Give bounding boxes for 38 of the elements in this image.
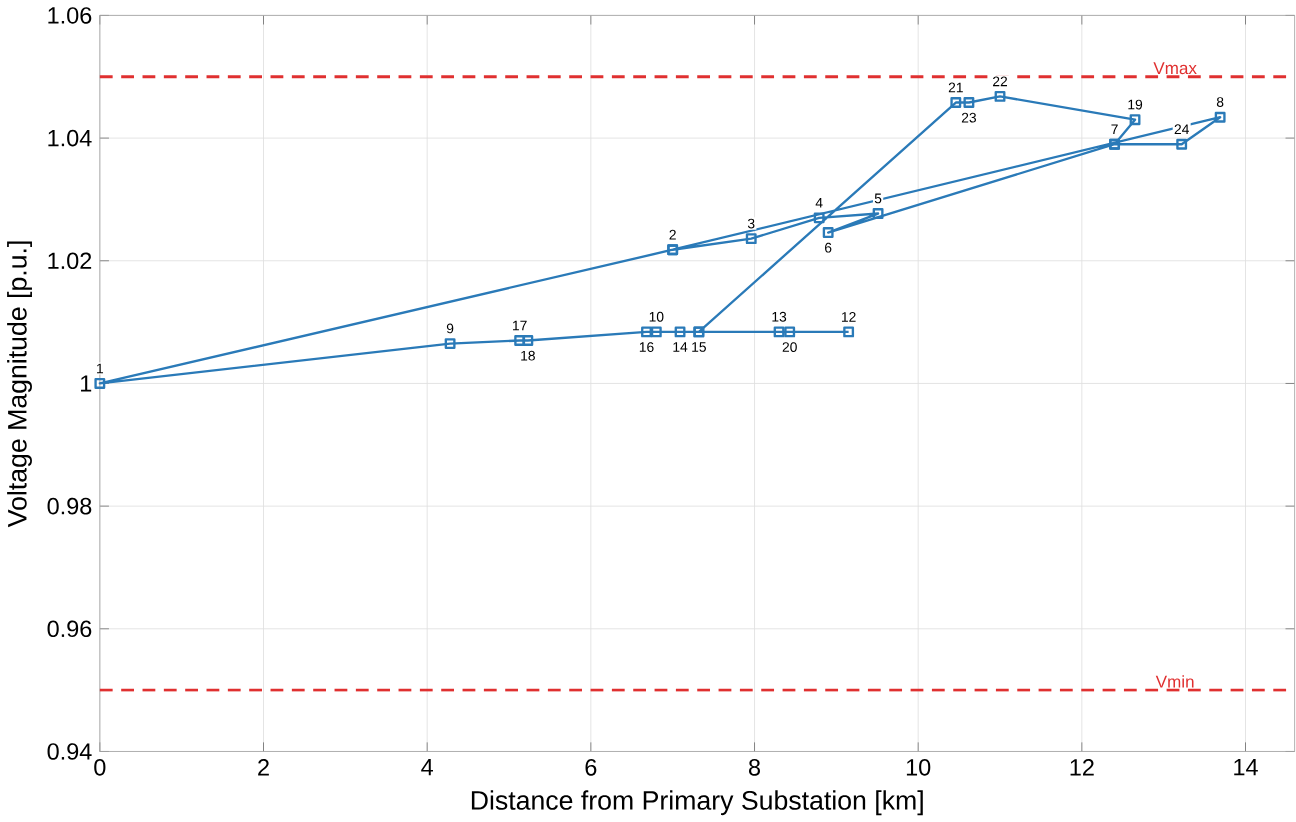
point bbox=[1129, 114, 1141, 126]
y-tick-label: 1 bbox=[81, 375, 92, 392]
point bbox=[1214, 111, 1226, 123]
point bbox=[784, 326, 796, 338]
x-tick-label: 10 bbox=[906, 758, 931, 776]
x-tick-label: 6 bbox=[585, 758, 597, 776]
ref-line-label: Vmin bbox=[1155, 675, 1194, 688]
point bbox=[1176, 138, 1188, 150]
y-tick-label: 0.96 bbox=[47, 620, 92, 637]
x-axis-title: Distance from Primary Substation [km] bbox=[471, 790, 923, 815]
point bbox=[950, 96, 962, 108]
point bbox=[813, 212, 825, 224]
point bbox=[522, 334, 534, 346]
y-axis-title: Voltage Magnitude [p.u.] bbox=[7, 241, 32, 528]
point bbox=[872, 207, 884, 219]
y-tick-label: 0.98 bbox=[47, 497, 92, 515]
x-tick-label: 2 bbox=[258, 758, 269, 776]
x-tick-label: 0 bbox=[94, 758, 106, 776]
point bbox=[963, 96, 975, 108]
point bbox=[514, 334, 526, 346]
y-tick-label: 0.94 bbox=[47, 743, 92, 760]
point bbox=[650, 326, 662, 338]
x-tick-label: 14 bbox=[1234, 758, 1258, 776]
point bbox=[94, 377, 106, 389]
x-tick-label: 12 bbox=[1070, 758, 1094, 776]
point bbox=[994, 90, 1006, 102]
point bbox=[745, 233, 757, 245]
point bbox=[822, 226, 834, 238]
ref-line-label: Vmax bbox=[1153, 62, 1197, 75]
x-tick-label: 4 bbox=[421, 758, 433, 776]
y-tick-label: 1.04 bbox=[48, 129, 92, 147]
point bbox=[641, 326, 652, 338]
y-tick-label: 1.06 bbox=[48, 7, 92, 24]
point bbox=[444, 338, 456, 349]
x-tick-label: 8 bbox=[748, 758, 760, 776]
point bbox=[674, 326, 686, 338]
y-tick-label: 1.02 bbox=[48, 252, 92, 269]
point bbox=[773, 326, 785, 338]
